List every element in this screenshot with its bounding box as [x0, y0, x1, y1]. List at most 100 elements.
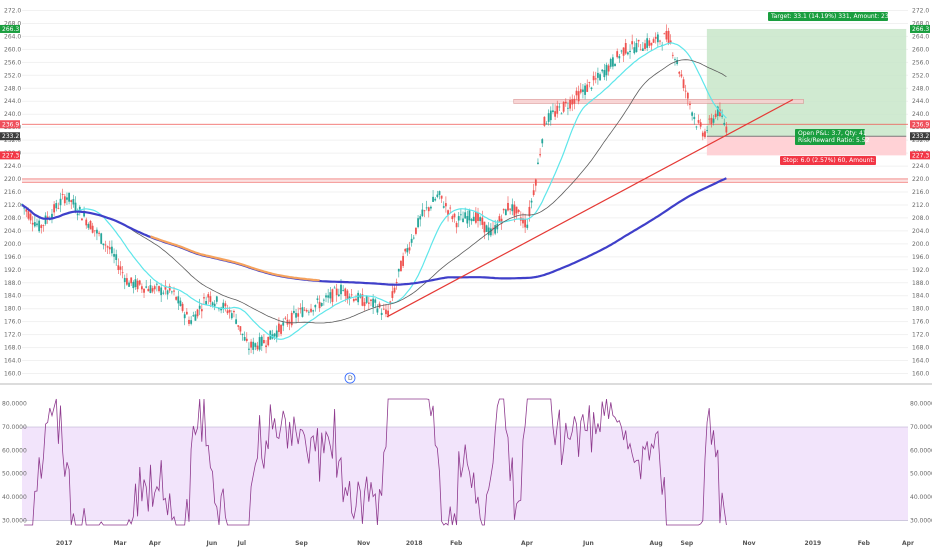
- price-badge-text: 233.2: [2, 133, 19, 140]
- candle-body: [322, 299, 325, 301]
- candle-body: [241, 333, 244, 336]
- candle-body: [357, 292, 360, 303]
- candle-body: [637, 39, 640, 42]
- candle-body: [66, 197, 68, 200]
- candle-body: [594, 78, 597, 80]
- price-tick-label: 224.0: [4, 163, 21, 170]
- candle-body: [198, 305, 201, 309]
- candle-body: [87, 224, 90, 228]
- candle-body: [104, 244, 107, 246]
- price-tick-label: 244.0: [4, 98, 21, 105]
- price-tick-label: 272.0: [4, 7, 21, 14]
- candle-body: [498, 216, 501, 222]
- candle-body: [406, 248, 409, 253]
- horizontal-levels: [22, 98, 908, 183]
- candle-body: [25, 209, 28, 212]
- candle-body: [258, 337, 261, 350]
- candle-body: [686, 92, 689, 99]
- stop-label: [780, 156, 876, 165]
- rsi-band-fill: [22, 427, 908, 521]
- price-tick-label: 224.0: [912, 163, 929, 170]
- price-tick-label: 204.0: [912, 228, 929, 235]
- candle-body: [427, 207, 430, 212]
- candle-body: [38, 220, 41, 232]
- candle-body: [693, 116, 696, 120]
- candle-body: [541, 139, 544, 144]
- candle-body: [646, 38, 649, 48]
- candle-body: [395, 282, 398, 284]
- candle-body: [273, 333, 276, 337]
- price-tick-label: 172.0: [912, 332, 929, 339]
- candle-body: [147, 288, 150, 292]
- candle-body: [567, 107, 569, 109]
- trendline[interactable]: [386, 99, 794, 318]
- candle-body: [254, 343, 257, 347]
- price-tick-label: 168.0: [4, 345, 21, 352]
- candle-body: [412, 237, 415, 239]
- candle-body: [76, 213, 79, 216]
- price-badge-right: [910, 151, 930, 160]
- price-tick-label: 200.0: [912, 241, 929, 248]
- candle-body: [301, 307, 304, 317]
- candle-body: [684, 90, 687, 92]
- candle-body: [507, 202, 509, 211]
- candle-body: [704, 131, 706, 138]
- price-pane[interactable]: 160.0 164.0 168.0 172.0 176.0 180.0 184.0 188.0…: [0, 7, 930, 384]
- price-tick-label: 272.0: [912, 7, 929, 14]
- time-tick-label: Sep: [681, 540, 694, 547]
- candle-body: [333, 287, 336, 289]
- candle-body: [115, 254, 118, 261]
- candle-body: [524, 219, 527, 228]
- candle-body: [438, 191, 441, 195]
- candle-body: [481, 217, 484, 225]
- dividend-marker[interactable]: D: [344, 372, 356, 384]
- candle-body: [132, 281, 135, 289]
- ma-slow-line: [21, 177, 727, 286]
- candle-body: [633, 47, 636, 54]
- candle-body: [620, 50, 623, 52]
- candle-body: [284, 317, 287, 319]
- candle-body: [282, 322, 285, 326]
- price-tick-label: 204.0: [4, 228, 21, 235]
- price-tick-label: 264.0: [912, 33, 929, 40]
- rsi-axis-left: 30.0000 40.0000 50.0000 60.0000 70.0000 80.00…: [2, 401, 27, 525]
- price-tick-label: 192.0: [912, 267, 929, 274]
- uptrend-line: [386, 99, 794, 318]
- candle-body: [370, 299, 372, 301]
- candle-body: [494, 225, 497, 234]
- candle-body: [385, 309, 387, 315]
- candle-body: [472, 216, 475, 222]
- price-tick-label: 232.0: [4, 137, 21, 144]
- candle-body: [170, 291, 173, 293]
- candle-body: [522, 218, 524, 224]
- candle-body: [626, 52, 629, 55]
- candle-body: [605, 64, 608, 76]
- candle-body: [622, 47, 625, 56]
- candle-body: [57, 207, 60, 209]
- price-tick-label: 172.0: [4, 332, 21, 339]
- candle-body: [218, 308, 220, 310]
- candle-body: [224, 303, 227, 307]
- rsi-path: [24, 398, 727, 526]
- price-tick-label: 264.0: [4, 33, 21, 40]
- open-pnl-label-text: Open P&L: 3.7, Qty: 41: [798, 130, 867, 137]
- price-tick-label: 164.0: [912, 358, 929, 365]
- time-tick-label: Aug: [649, 540, 662, 547]
- candle-body: [312, 310, 315, 312]
- price-tick-label: 248.0: [4, 85, 21, 92]
- time-tick-label: Jul: [237, 540, 247, 547]
- price-tick-label: 260.0: [4, 46, 21, 53]
- candle-body: [479, 217, 482, 222]
- candle-body: [530, 200, 533, 203]
- long-position-tool[interactable]: [706, 28, 907, 156]
- candle-body: [577, 91, 580, 102]
- candle-body: [537, 162, 539, 165]
- price-tick-label: 248.0: [912, 85, 929, 92]
- time-tick-label: 2017: [56, 540, 73, 547]
- candle-body: [515, 206, 518, 214]
- rsi-pane[interactable]: 30.0000 40.0000 50.0000 60.0000 70.0000 80.00…: [2, 398, 932, 526]
- price-tick-label: 208.0: [912, 215, 929, 222]
- candle-body: [200, 309, 203, 312]
